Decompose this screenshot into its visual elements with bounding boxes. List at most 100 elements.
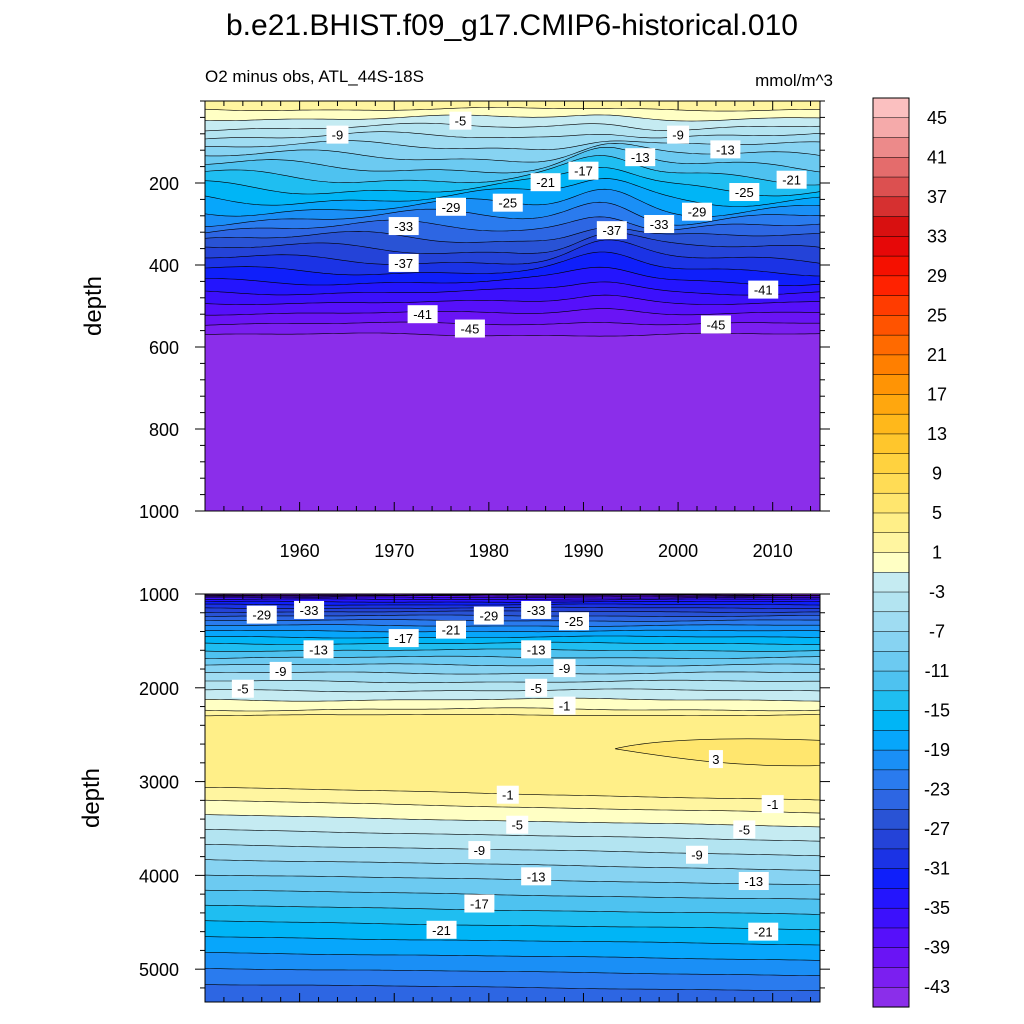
- lower-contour-line: [205, 714, 821, 717]
- chart-title: b.e21.BHIST.f09_g17.CMIP6-historical.010: [226, 9, 798, 42]
- lower-contour-line: [204, 904, 821, 915]
- lower-band: [205, 594, 820, 597]
- lower-contour-line: [204, 874, 820, 885]
- colorbar-swatch: [872, 572, 910, 593]
- contour-label: -1: [553, 696, 576, 715]
- colorbar-swatch: [872, 255, 910, 277]
- contour-label-text: -45: [707, 317, 726, 332]
- contour-label: -21: [436, 620, 466, 639]
- upper-contour-line: [204, 155, 821, 186]
- contour-label: -5: [449, 111, 472, 130]
- colorbar-swatch: [872, 453, 910, 475]
- contour-label: -5: [525, 678, 548, 697]
- colorbar-swatch: [872, 947, 910, 969]
- colorbar-swatch: [872, 295, 910, 316]
- lower-band: [205, 800, 820, 827]
- contour-label-text: -29: [688, 205, 707, 220]
- colorbar-swatch: [872, 710, 910, 731]
- contour-label-text: -9: [672, 128, 684, 143]
- y-tick-label: 200: [149, 174, 179, 194]
- colorbar-tick-label: 45: [927, 108, 947, 128]
- lower-band: [205, 707, 820, 716]
- lower-positive-zone: [205, 714, 820, 800]
- lower-band: [205, 829, 820, 856]
- colorbar-swatch: [872, 730, 910, 751]
- colorbar-swatch: [872, 848, 910, 870]
- lower-band: [205, 656, 820, 667]
- upper-band: [205, 147, 820, 185]
- lower-axis-ticks: 1000 2000 3000 4000 5000: [139, 585, 830, 1002]
- contour-label-text: -41: [413, 307, 432, 322]
- contour-label: -5: [733, 820, 756, 839]
- upper-contour-line: [205, 308, 820, 316]
- y-tick-label: 2000: [139, 679, 179, 699]
- contour-label-text: -17: [394, 631, 413, 646]
- y-tick-label: 800: [149, 420, 179, 440]
- colorbar-tick-label: 37: [927, 187, 947, 207]
- lower-contour-line: [205, 697, 821, 702]
- colorbar-tick-label: -35: [924, 898, 950, 918]
- y-tick-label: 4000: [139, 866, 179, 886]
- y-tick-label: 1000: [139, 502, 179, 522]
- lower-band: [205, 630, 820, 638]
- contour-label: -17: [464, 894, 495, 913]
- contour-label: -13: [625, 148, 656, 167]
- contour-label-text: -29: [442, 200, 461, 215]
- upper-contour-line: [204, 178, 821, 207]
- contour-label-text: -13: [631, 150, 650, 165]
- subtitle-right: mmol/m^3: [755, 71, 833, 90]
- x-tick-label: 1990: [563, 541, 603, 561]
- colorbar-swatch: [872, 97, 910, 119]
- upper-contour-line: [204, 232, 821, 254]
- upper-plot-frame: [204, 100, 821, 512]
- contour-label: -9: [326, 125, 349, 144]
- upper-contour-line: [204, 227, 821, 243]
- colorbar-tick-label: -31: [924, 859, 950, 879]
- upper-contour-line: [204, 131, 821, 140]
- colorbar-tick-label: 17: [927, 384, 947, 404]
- colorbar-swatch: [872, 631, 910, 652]
- contour-label-text: 3: [712, 752, 719, 767]
- colorbar-swatch: [872, 690, 910, 712]
- lower-contour-line: [205, 671, 820, 675]
- colorbar-swatch: [872, 986, 910, 1008]
- contour-label: -5: [231, 679, 254, 698]
- lower-band: [205, 610, 820, 617]
- contour-label: -29: [246, 605, 277, 624]
- colorbar-swatch: [872, 137, 910, 158]
- upper-band: [205, 140, 820, 163]
- lower-contour-line: [204, 707, 821, 712]
- contour-label: -29: [436, 197, 466, 216]
- colorbar-swatch: [872, 809, 910, 830]
- colorbar-swatch: [872, 552, 910, 573]
- upper-contour-labels: -5 -9 -9 -13 -13 -17 -21 -21 -25 -25 -29 -29 -33 -33 -…: [326, 111, 807, 338]
- lower-contour-line: [204, 952, 821, 961]
- colorbar-tick-label: -11: [925, 661, 950, 681]
- contour-label-text: -33: [394, 219, 413, 234]
- contour-label: -21: [776, 170, 807, 189]
- colorbar-tick-label: -3: [929, 582, 945, 602]
- lower-contour-line: [205, 595, 820, 598]
- colorbar-swatch: [872, 433, 910, 455]
- contour-label-text: -25: [498, 196, 517, 211]
- colorbar-tick-label: 25: [927, 305, 947, 325]
- contour-label-text: -5: [237, 682, 249, 697]
- upper-contour-line: [205, 239, 821, 265]
- contour-label: -13: [521, 867, 552, 886]
- lower-panel: -29 -33-21-29 -33-25-17-13 -13-9 -9-5 -5-13-1…: [78, 585, 830, 1003]
- colorbar-swatch: [872, 473, 910, 494]
- y-tick-label: 5000: [139, 960, 179, 980]
- upper-axis-ticks: 1960 1970 1980 1990 2000 2010 200 400 600 800 1000: [139, 100, 830, 561]
- colorbar-tick-label: 5: [932, 503, 942, 523]
- lower-contour-line: [205, 596, 820, 599]
- contour-label-text: -9: [332, 128, 344, 143]
- contour-label-text: -37: [602, 223, 621, 238]
- contour-label-text: -21: [432, 923, 451, 938]
- contour-label-text: -13: [527, 869, 546, 884]
- lower-contour-line: [204, 829, 821, 842]
- colorbar-swatch: [872, 532, 910, 554]
- upper-band: [205, 308, 820, 326]
- contour-label: -21: [426, 920, 457, 939]
- lower-contour-line: [204, 635, 821, 639]
